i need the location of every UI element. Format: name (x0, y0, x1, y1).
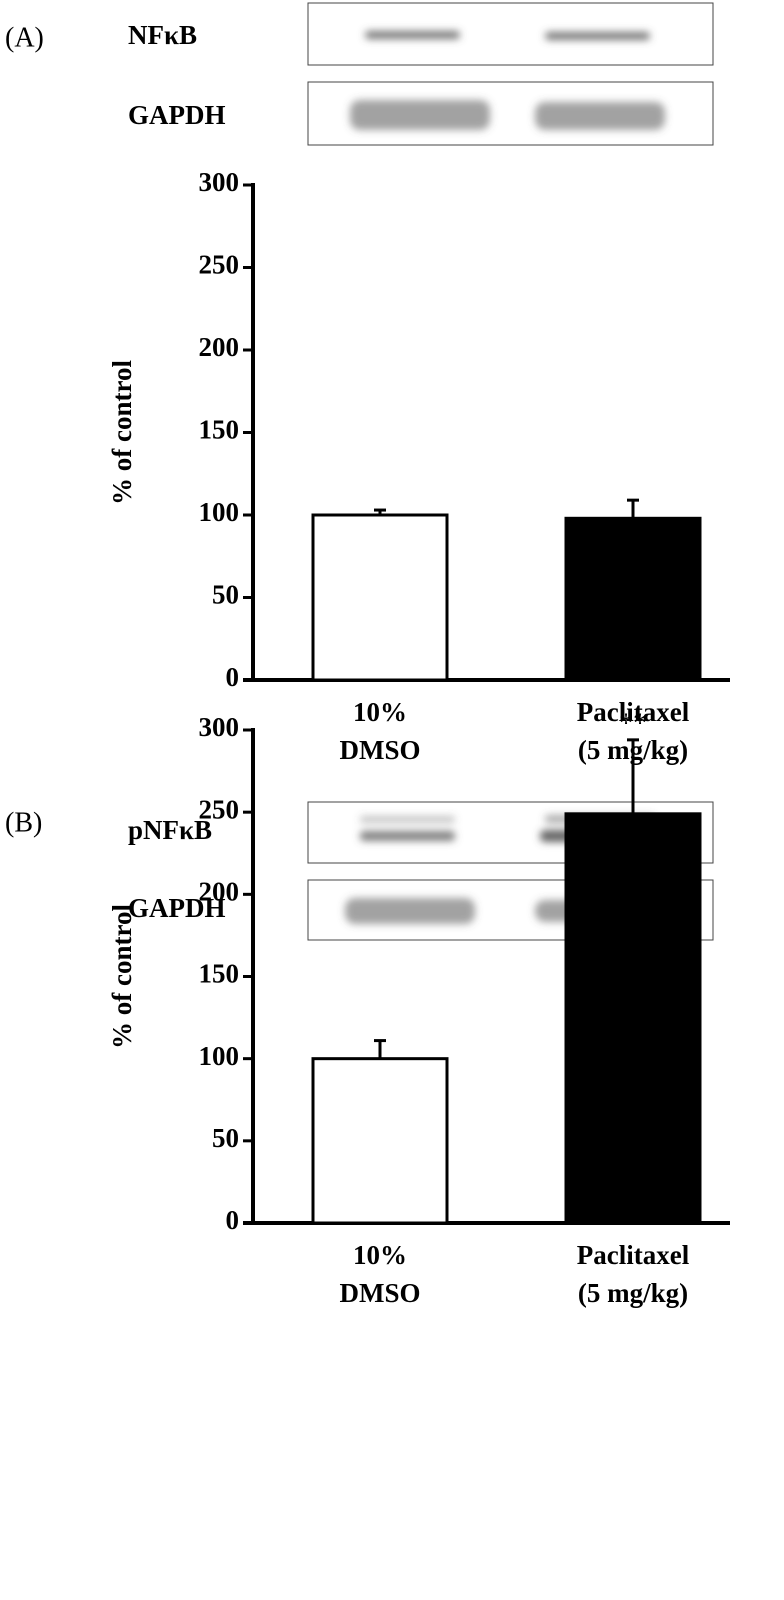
y-tick-label: 50 (212, 1123, 239, 1153)
y-tick-label: 50 (212, 580, 239, 610)
y-tick-label: 300 (199, 167, 240, 197)
x-tick-label: 10% (353, 697, 407, 727)
x-tick-label: DMSO (340, 1278, 421, 1308)
bar (564, 812, 702, 1225)
annotation: ** (619, 708, 647, 739)
blot-label: NFκB (128, 20, 197, 50)
y-tick-label: 150 (199, 415, 240, 445)
y-axis-label: % of control (107, 904, 137, 1049)
bands (350, 31, 665, 130)
x-tick-label: DMSO (340, 735, 421, 765)
x-tick-label: Paclitaxel (577, 1240, 690, 1270)
x-tick-label: 10% (353, 1240, 407, 1270)
panel-label: (B) (5, 807, 42, 838)
blot-label: pNFκB (128, 815, 212, 845)
blots-a (307, 2, 714, 146)
bar (564, 516, 702, 682)
y-tick-label: 300 (199, 712, 240, 742)
blot-label: GAPDH (128, 100, 226, 130)
y-axis-label: % of control (107, 360, 137, 505)
y-tick-label: 150 (199, 959, 240, 989)
blot-label: GAPDH (128, 893, 226, 923)
y-tick-label: 0 (226, 662, 240, 692)
x-tick-label: (5 mg/kg) (578, 1278, 688, 1308)
y-tick-label: 250 (199, 250, 240, 280)
panel-label: (A) (5, 22, 44, 53)
y-tick-label: 200 (199, 332, 240, 362)
y-tick-label: 100 (199, 1041, 240, 1071)
bar (311, 513, 449, 682)
x-tick-label: Paclitaxel (577, 697, 690, 727)
y-tick-label: 0 (226, 1205, 240, 1235)
y-tick-label: 250 (199, 794, 240, 824)
y-tick-label: 200 (199, 877, 240, 907)
bar (311, 1057, 449, 1225)
y-tick-label: 100 (199, 497, 240, 527)
